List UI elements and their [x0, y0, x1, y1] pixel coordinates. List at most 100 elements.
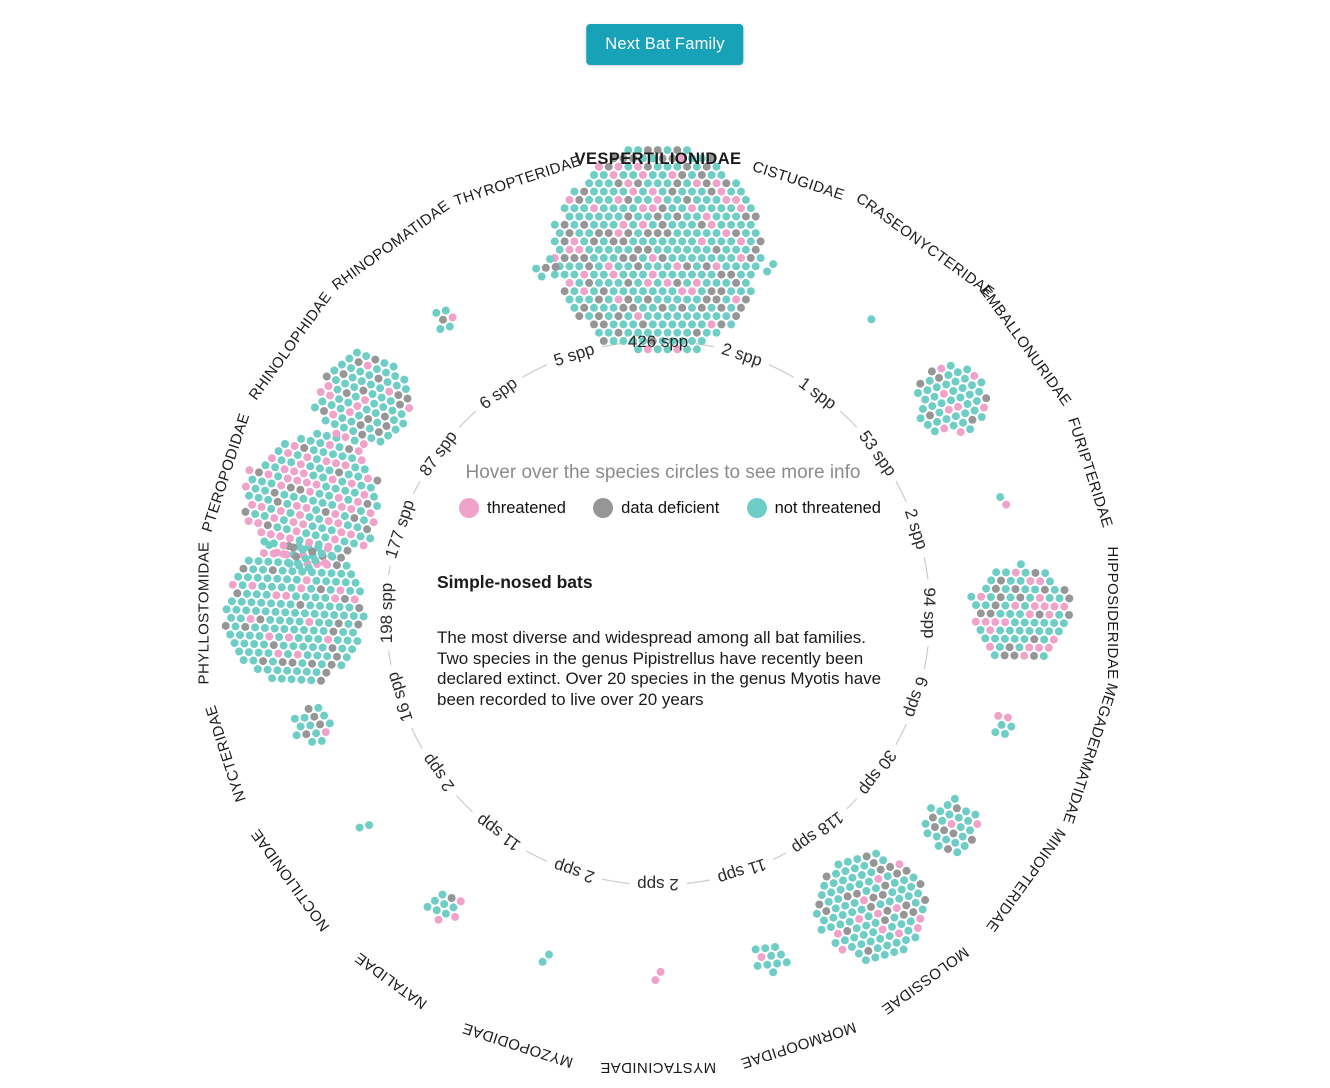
species-dot-vespertilionidae[interactable]: [732, 179, 741, 188]
species-dot-vespertilionidae[interactable]: [732, 195, 741, 204]
species-dot-pteropodidae[interactable]: [363, 474, 372, 483]
species-dot-vespertilionidae[interactable]: [653, 262, 662, 271]
species-dot-phyllostomidae[interactable]: [300, 626, 308, 634]
species-dot-emballonuridae[interactable]: [946, 361, 955, 370]
species-dot-phyllostomidae[interactable]: [236, 614, 245, 623]
species-dot-vespertilionidae[interactable]: [688, 303, 696, 312]
species-dot-phyllostomidae[interactable]: [297, 675, 306, 684]
species-dot-vespertilionidae[interactable]: [570, 303, 579, 312]
species-dot-vespertilionidae[interactable]: [668, 154, 677, 163]
species-dot-pteropodidae[interactable]: [333, 544, 342, 553]
species-dot-hipposideridae[interactable]: [1035, 610, 1044, 619]
species-dot-vespertilionidae[interactable]: [683, 278, 692, 287]
species-dot-vespertilionidae[interactable]: [653, 278, 662, 287]
species-dot-vespertilionidae[interactable]: [717, 220, 726, 229]
species-dot-phyllostomidae[interactable]: [246, 614, 255, 623]
species-dot-emballonuridae[interactable]: [963, 400, 972, 408]
species-dot-pteropodidae[interactable]: [260, 512, 269, 520]
species-dot-vespertilionidae[interactable]: [658, 187, 667, 196]
species-dot-pteropodidae[interactable]: [293, 451, 302, 460]
species-dot-emballonuridae[interactable]: [923, 386, 932, 395]
species-dot-hipposideridae[interactable]: [1021, 585, 1030, 594]
species-dot-vespertilionidae[interactable]: [688, 204, 696, 213]
species-dot-rhinolophidae[interactable]: [358, 430, 367, 439]
species-dot-molossidae[interactable]: [880, 950, 889, 959]
species-dot-vespertilionidae[interactable]: [737, 287, 745, 296]
species-dot-vespertilionidae[interactable]: [624, 245, 633, 254]
species-dot-phyllostomidae[interactable]: [222, 605, 231, 614]
species-dot-molossidae[interactable]: [907, 882, 916, 891]
species-dot-pteropodidae[interactable]: [299, 469, 308, 478]
species-dot-phyllostomidae[interactable]: [338, 644, 347, 653]
species-dot-vespertilionidae[interactable]: [629, 154, 638, 163]
species-dot-vespertilionidae[interactable]: [727, 204, 736, 213]
species-dot-molossidae[interactable]: [892, 904, 901, 913]
species-dot-emballonuridae[interactable]: [958, 384, 967, 393]
species-dot-miniopteridae[interactable]: [940, 826, 949, 835]
species-dot-vespertilionidae[interactable]: [683, 262, 692, 271]
species-dot-vespertilionidae[interactable]: [732, 262, 741, 271]
species-dot-pteropodidae[interactable]: [331, 484, 340, 493]
species-dot-vespertilionidae[interactable]: [741, 229, 750, 238]
species-dot-vespertilionidae[interactable]: [590, 287, 598, 296]
species-dot-vespertilionidae[interactable]: [555, 245, 564, 254]
species-dot-vespertilionidae[interactable]: [746, 270, 755, 279]
species-dot-vespertilionidae[interactable]: [727, 187, 736, 196]
species-dot-mormoopidae[interactable]: [761, 944, 770, 953]
species-dot-molossidae[interactable]: [861, 956, 870, 965]
species-dot-rhinolophidae[interactable]: [345, 354, 354, 363]
species-dot-vespertilionidae[interactable]: [668, 320, 677, 329]
species-dot-pteropodidae[interactable]: [299, 520, 308, 529]
species-dot-vespertilionidae[interactable]: [624, 278, 633, 287]
species-dot-vespertilionidae[interactable]: [575, 212, 584, 221]
species-dot-vespertilionidae[interactable]: [717, 187, 726, 196]
species-dot-molossidae[interactable]: [916, 914, 925, 923]
species-dot-molossidae[interactable]: [841, 901, 850, 910]
species-dot-pteropodidae[interactable]: [360, 516, 368, 525]
species-dot-nycteridae[interactable]: [296, 722, 305, 731]
species-dot-vespertilionidae[interactable]: [634, 328, 643, 337]
species-dot-vespertilionidae[interactable]: [560, 237, 569, 246]
species-dot-vespertilionidae[interactable]: [697, 171, 706, 179]
species-dot-noctilionidae[interactable]: [365, 821, 374, 830]
species-dot-thyropteridae[interactable]: [532, 264, 541, 273]
species-dot-phyllostomidae[interactable]: [243, 573, 252, 582]
species-dot-vespertilionidae[interactable]: [629, 270, 638, 279]
species-dot-vespertilionidae[interactable]: [585, 245, 594, 254]
species-dot-vespertilionidae[interactable]: [707, 270, 716, 279]
species-dot-pteropodidae[interactable]: [347, 479, 356, 488]
species-dot-rhinolophidae[interactable]: [368, 390, 377, 399]
species-dot-vespertilionidae[interactable]: [663, 295, 672, 304]
species-dot-phyllostomidae[interactable]: [268, 674, 277, 683]
species-dot-pteropodidae[interactable]: [290, 442, 299, 450]
species-dot-pteropodidae[interactable]: [343, 521, 352, 530]
species-dot-rhinolophidae[interactable]: [371, 409, 380, 418]
species-dot-vespertilionidae[interactable]: [697, 204, 706, 213]
species-dot-phyllostomidae[interactable]: [263, 665, 272, 674]
species-dot-vespertilionidae[interactable]: [692, 245, 701, 254]
species-dot-pteropodidae[interactable]: [344, 495, 353, 504]
species-dot-hipposideridae[interactable]: [971, 617, 980, 626]
species-dot-pteropodidae[interactable]: [319, 473, 327, 482]
species-dot-vespertilionidae[interactable]: [697, 154, 706, 163]
species-dot-vespertilionidae[interactable]: [737, 220, 745, 229]
species-dot-hipposideridae[interactable]: [1016, 610, 1024, 619]
species-dot-rhinolophidae[interactable]: [351, 392, 360, 401]
species-dot-vespertilionidae[interactable]: [580, 187, 589, 196]
species-dot-rhinolophidae[interactable]: [388, 406, 397, 415]
species-dot-vespertilionidae[interactable]: [722, 278, 731, 287]
species-dot-vespertilionidae[interactable]: [746, 287, 755, 296]
species-dot-rhinolophidae[interactable]: [401, 385, 410, 394]
species-dot-phyllostomidae[interactable]: [297, 584, 306, 593]
species-dot-emballonuridae[interactable]: [954, 402, 963, 411]
species-dot-pteropodidae[interactable]: [306, 436, 315, 445]
species-dot-miniopteridae[interactable]: [958, 832, 967, 841]
species-dot-phyllostomidae[interactable]: [260, 640, 268, 649]
species-dot-vespertilionidae[interactable]: [697, 187, 706, 196]
species-dot-vespertilionidae[interactable]: [590, 303, 598, 312]
species-dot-miniopteridae[interactable]: [971, 810, 980, 819]
species-dot-pteropodidae[interactable]: [350, 514, 359, 523]
species-dot-phyllostomidae[interactable]: [258, 582, 267, 591]
species-dot-rhinolophidae[interactable]: [332, 429, 341, 438]
species-dot-vespertilionidae[interactable]: [732, 278, 741, 287]
